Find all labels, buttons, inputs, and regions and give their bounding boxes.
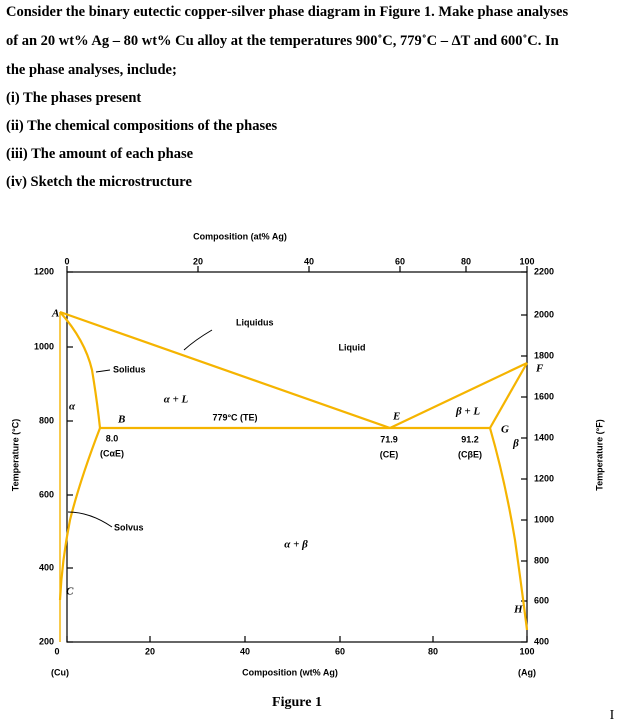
question-line: Consider the binary eutectic copper-silv… [6,4,569,20]
phase-label: α + β [284,539,308,551]
solidus-right [489,362,528,429]
tick-label: 800 [39,415,54,425]
phase-label: α [69,401,76,413]
region-label: Solvus [114,522,144,532]
arrow [183,329,213,351]
tick-label: 100 [519,256,534,266]
phase-label: β + L [455,406,480,418]
phase-label: α + L [164,394,189,406]
region-label: Liquidus [236,317,274,327]
tick-label: 1200 [534,473,554,483]
tick-label: 200 [39,636,54,646]
point-label: A [51,308,59,320]
question-line: (ii) The chemical compositions of the ph… [6,118,278,134]
liquidus-right [389,362,528,429]
point-label: E [392,411,400,423]
tick-label: 1000 [34,341,54,351]
phase-label: β [512,438,519,450]
point-label: H [513,604,523,616]
point-label: F [535,363,544,375]
question-line: of an 20 wt% Ag – 80 wt% Cu alloy at the… [6,33,559,49]
caption: Figure 1 [272,695,322,710]
tick-label: 2000 [534,309,554,319]
point-label: G [501,424,509,436]
axis-title: Composition (at% Ag) [193,231,287,241]
question-line: (iv) Sketch the microstructure [6,174,192,190]
tick-label: 1600 [534,391,554,401]
tick-label: 20 [145,646,155,656]
axis-end: (Cu) [51,667,69,677]
region-label: Liquid [339,342,366,352]
axis-end: (Ag) [518,667,536,677]
question-line: (i) The phases present [6,90,142,106]
tick-label: 2200 [534,266,554,276]
tick-label: 1400 [534,432,554,442]
tick-label: 60 [395,256,405,266]
tick-label: 80 [428,646,438,656]
solidus-left [59,311,102,429]
composition: (CβE) [458,449,482,459]
axis-title: Temperature (°F) [594,419,604,490]
arrow [95,369,111,373]
tick-label: 600 [534,595,549,605]
tick-label: 20 [193,256,203,266]
ticks: 0 20 40 60 80 1000 20 40 60 80 1001200100080060040… [34,256,554,656]
composition: 91.2 [461,434,479,444]
tick-label: 400 [534,636,549,646]
tick-label: 600 [39,489,54,499]
plot-frame [66,271,528,643]
tick-label: 1200 [34,266,54,276]
solvus-right [488,427,529,631]
solvus-left [58,427,102,601]
tick-label: 0 [64,256,69,266]
liquidus-left [59,310,391,430]
point-label: C [66,586,74,598]
tick-label: 80 [461,256,471,266]
point-label: B [117,414,125,426]
tick-label: 400 [39,562,54,572]
arrow [67,511,113,528]
tick-label: 800 [534,555,549,565]
region-label: Solidus [113,364,146,374]
tick-label: 40 [304,256,314,266]
tick-label: 0 [54,646,59,656]
tick-label: 40 [240,646,250,656]
tick-label: 1000 [534,514,554,524]
cursor: I [610,708,615,723]
composition: (CE) [380,449,399,459]
question-line: (iii) The amount of each phase [6,146,194,162]
axis-title: Composition (wt% Ag) [242,667,338,677]
tick-label: 60 [335,646,345,656]
tick-label: 1800 [534,350,554,360]
eutectic-temp: 779°C (TE) [212,412,257,422]
tick-label: 100 [519,646,534,656]
question-line: the phase analyses, include; [6,62,177,78]
composition: 8.0 [106,433,119,443]
composition: 71.9 [380,434,398,444]
axis-title: Temperature (°C) [10,419,20,491]
composition: (CαE) [100,448,124,458]
